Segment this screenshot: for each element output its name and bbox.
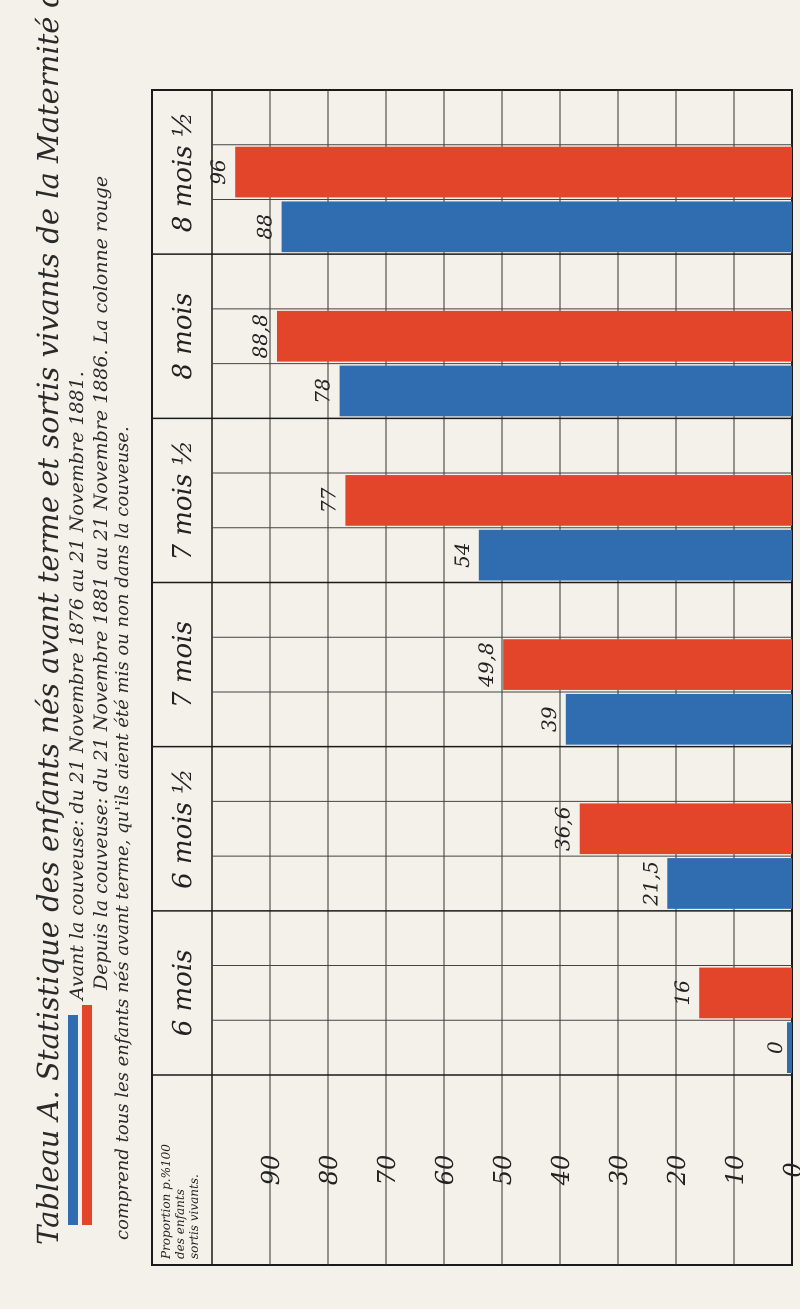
bar-blue: [281, 201, 792, 253]
axis-header-line: Proportion p.%100: [159, 1144, 173, 1260]
tick-label: 20: [663, 1155, 691, 1187]
bar-blue: [478, 529, 792, 581]
data-label: 78: [311, 378, 335, 403]
tick-label: 80: [315, 1155, 343, 1186]
data-label: 49,8: [474, 642, 498, 688]
data-label: 16: [670, 980, 694, 1006]
legend-red-label: Depuis la couveuse: du 21 Novembre 1881 …: [90, 176, 112, 991]
bar-red: [579, 803, 792, 855]
category-label: 6 mois: [168, 950, 198, 1037]
category-label: 8 mois ½: [168, 112, 198, 232]
bar-blue: [667, 858, 792, 909]
chart-title: Tableau A. Statistique des enfants nés a…: [31, 0, 65, 1245]
data-label: 77: [316, 487, 340, 513]
data-label: 21,5: [638, 861, 662, 907]
category-label: 7 mois: [168, 621, 198, 708]
tick-label: 60: [431, 1155, 459, 1186]
bar-blue: [565, 693, 792, 745]
category-label: 6 mois ½: [168, 769, 198, 889]
tick-label: 0: [779, 1162, 800, 1177]
category-label: 8 mois: [168, 293, 198, 380]
tick-label: 90: [257, 1155, 285, 1186]
tick-label: 70: [373, 1155, 401, 1186]
bar-red: [345, 475, 792, 526]
data-label: 54: [450, 542, 474, 567]
bar-red: [276, 310, 793, 362]
bar-blue: [787, 1022, 792, 1073]
bar-red: [699, 967, 792, 1019]
data-label: 88,8: [248, 314, 272, 359]
tick-label: 40: [547, 1155, 575, 1187]
data-label: 96: [206, 159, 230, 185]
tick-label: 10: [721, 1155, 749, 1186]
legend-note: comprend tous les enfants nés avant term…: [112, 426, 133, 1240]
tick-label: 50: [489, 1155, 517, 1186]
data-label: 0: [763, 1041, 787, 1054]
axis-header-line: des enfants: [173, 1189, 187, 1259]
legend-swatch-blue: [68, 1015, 78, 1225]
legend-swatch-red: [82, 1005, 92, 1225]
category-label: 7 mois ½: [168, 440, 198, 560]
data-label: 39: [537, 706, 561, 732]
data-label: 36,6: [551, 806, 575, 851]
data-label: 88: [253, 214, 277, 239]
bar-blue: [339, 365, 792, 417]
chart-header: Tableau A. Statistique des enfants nés a…: [31, 0, 133, 1245]
bar-red: [503, 639, 792, 690]
chart-table: 8 mois ½ 96 88 8 mois 88,8 78 7 mois ½ 77 54 7 mo…: [151, 89, 800, 1266]
tick-label: 30: [605, 1155, 633, 1186]
legend-blue-label: Avant la couveuse: du 21 Novembre 1876 a…: [66, 371, 88, 1002]
bar-red: [235, 146, 792, 198]
axis-header-line: sortis vivants.: [187, 1174, 201, 1259]
